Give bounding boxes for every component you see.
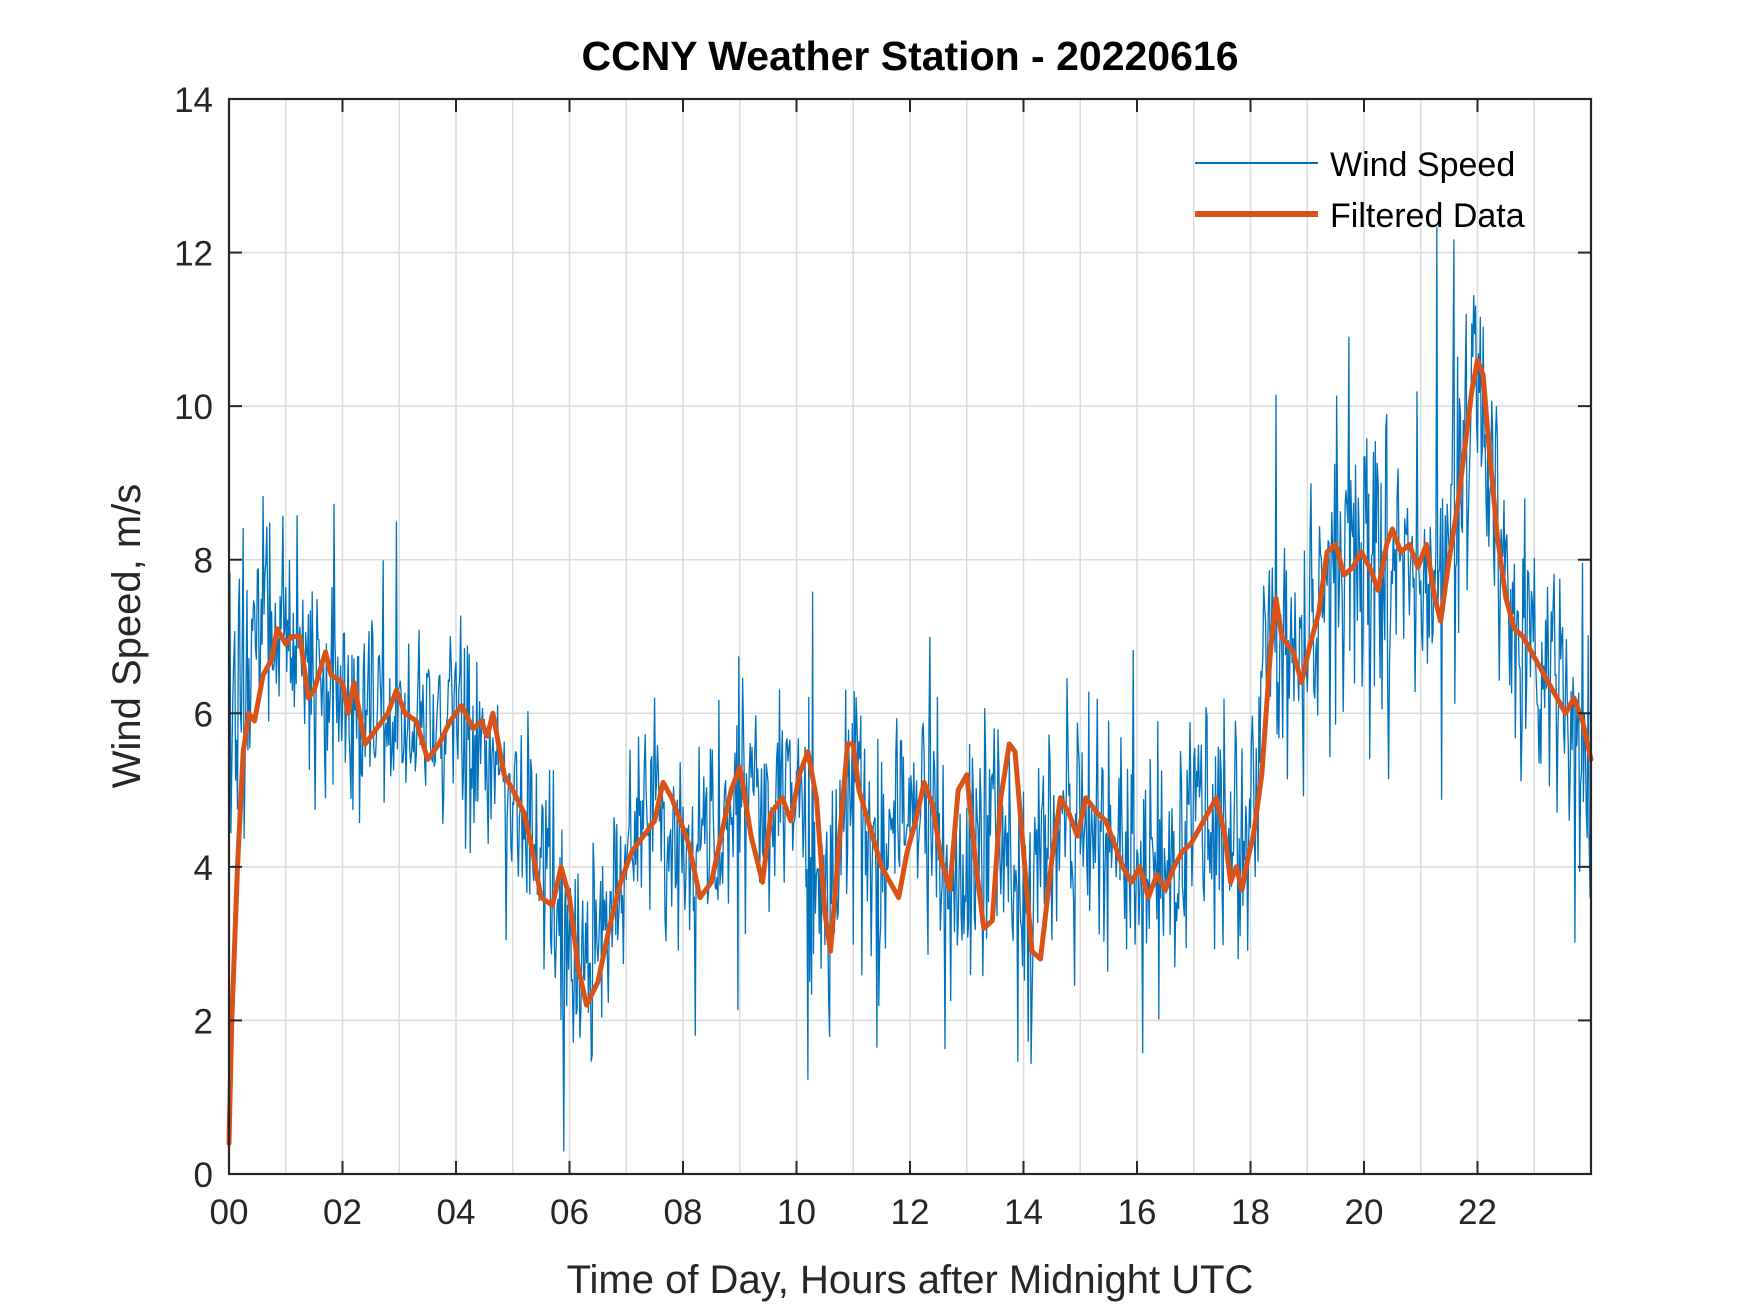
legend-label-wind-speed: Wind Speed [1330, 146, 1515, 184]
series-layer [226, 226, 1594, 1152]
y-axis-label: Wind Speed, m/s [105, 484, 149, 789]
y-tick-label: 12 [174, 235, 213, 274]
chart-title: CCNY Weather Station - 20220616 [581, 33, 1238, 79]
y-tick-label: 6 [194, 695, 213, 734]
y-tick-labels: 0 2 4 6 8 10 12 14 [174, 81, 213, 1195]
y-tick-label: 10 [174, 388, 213, 427]
x-tick-label: 22 [1458, 1193, 1497, 1232]
x-tick-label: 02 [323, 1193, 362, 1232]
y-tick-label: 8 [194, 542, 213, 581]
x-tick-label: 14 [1004, 1193, 1043, 1232]
x-tick-label: 08 [664, 1193, 703, 1232]
x-axis-label: Time of Day, Hours after Midnight UTC [567, 1258, 1254, 1302]
x-tick-label: 04 [437, 1193, 476, 1232]
x-tick-label: 20 [1345, 1193, 1384, 1232]
x-tick-labels: 00 02 04 06 08 10 12 14 16 18 20 22 [210, 1193, 1497, 1232]
x-tick-label: 10 [777, 1193, 816, 1232]
y-tick-label: 14 [174, 81, 213, 120]
y-tick-label: 4 [194, 849, 213, 888]
grid [229, 99, 1591, 1174]
x-tick-label: 18 [1231, 1193, 1270, 1232]
x-tick-label: 16 [1118, 1193, 1157, 1232]
x-tick-label: 00 [210, 1193, 249, 1232]
legend: Wind Speed Filtered Data [1195, 146, 1525, 235]
x-tick-label: 06 [550, 1193, 589, 1232]
legend-label-filtered-data: Filtered Data [1330, 197, 1525, 235]
tick-marks [228, 98, 1591, 1175]
series-line-filtered-data [226, 357, 1594, 1146]
x-tick-label: 12 [891, 1193, 930, 1232]
y-tick-label: 0 [194, 1156, 213, 1195]
y-tick-label: 2 [194, 1002, 213, 1041]
